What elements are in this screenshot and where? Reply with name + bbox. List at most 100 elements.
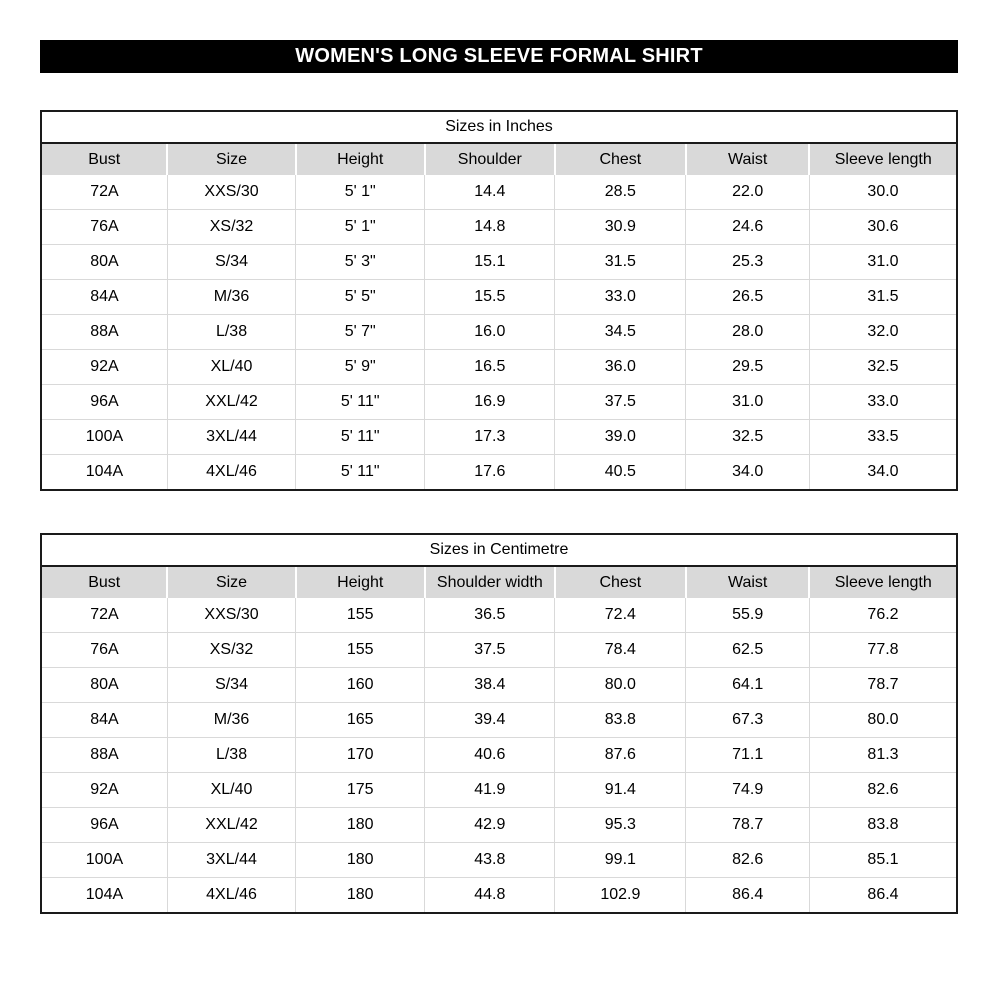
table-header-row: Bust Size Height Shoulder Chest Waist Sleeve l… bbox=[41, 143, 957, 175]
table-cell: 91.4 bbox=[554, 772, 686, 808]
table-row: 72A XXS/30 5' 1" 14.4 28.5 22.0 30.0 bbox=[41, 175, 957, 210]
table-cell: S/34 bbox=[166, 667, 296, 703]
table-cell: L/38 bbox=[166, 314, 296, 350]
table-cell: 175 bbox=[295, 772, 425, 808]
table-cell: 31.5 bbox=[808, 279, 957, 315]
table-cell: 34.0 bbox=[808, 454, 957, 490]
table-cell: 5' 5" bbox=[295, 279, 425, 315]
table-cell: 155 bbox=[295, 632, 425, 668]
table-row: 92A XL/40 175 41.9 91.4 74.9 82.6 bbox=[41, 772, 957, 808]
table-cell: 76A bbox=[41, 209, 168, 245]
table-cell: 155 bbox=[295, 598, 425, 633]
table-cell: 104A bbox=[41, 877, 168, 913]
column-header: Height bbox=[294, 566, 425, 598]
table-cell: 36.0 bbox=[554, 349, 686, 385]
table-cell: 5' 11" bbox=[295, 454, 425, 490]
table-cell: 38.4 bbox=[424, 667, 555, 703]
table-cell: 83.8 bbox=[808, 807, 957, 843]
table-cell: 37.5 bbox=[424, 632, 555, 668]
table-cell: 55.9 bbox=[685, 598, 810, 633]
column-header: Size bbox=[166, 566, 296, 598]
table-cell: 84A bbox=[41, 702, 168, 738]
table-cell: 100A bbox=[41, 419, 168, 455]
table-body: 72A XXS/30 5' 1" 14.4 28.5 22.0 30.0 76A XS/32 5'… bbox=[41, 175, 957, 490]
table-cell: 100A bbox=[41, 842, 168, 878]
table-cell: XL/40 bbox=[166, 772, 296, 808]
table-cell: 24.6 bbox=[685, 209, 810, 245]
table-cell: M/36 bbox=[166, 279, 296, 315]
table-cell: 22.0 bbox=[685, 175, 810, 210]
table-cell: 15.1 bbox=[424, 244, 555, 280]
table-cell: 4XL/46 bbox=[166, 454, 296, 490]
table-cell: 36.5 bbox=[424, 598, 555, 633]
table-cell: 33.0 bbox=[808, 384, 957, 420]
table-row: 76A XS/32 155 37.5 78.4 62.5 77.8 bbox=[41, 632, 957, 668]
table-cell: 165 bbox=[295, 702, 425, 738]
inches-size-table: Sizes in Inches Bust Size Height Shoulder Ch… bbox=[40, 110, 958, 491]
table-cell: 92A bbox=[41, 772, 168, 808]
table-cell: 15.5 bbox=[424, 279, 555, 315]
table-row: 96A XXL/42 180 42.9 95.3 78.7 83.8 bbox=[41, 807, 957, 843]
table-cell: 67.3 bbox=[685, 702, 810, 738]
table-row: 76A XS/32 5' 1" 14.8 30.9 24.6 30.6 bbox=[41, 209, 957, 245]
table-cell: 30.6 bbox=[808, 209, 957, 245]
table-cell: 28.5 bbox=[554, 175, 686, 210]
table-cell: 92A bbox=[41, 349, 168, 385]
column-header: Chest bbox=[553, 566, 686, 598]
table-cell: 104A bbox=[41, 454, 168, 490]
table-cell: XXL/42 bbox=[166, 384, 296, 420]
table-cell: 77.8 bbox=[808, 632, 957, 668]
table-cell: 5' 1" bbox=[295, 209, 425, 245]
table-cell: 76.2 bbox=[808, 598, 957, 633]
table-row: 96A XXL/42 5' 11" 16.9 37.5 31.0 33.0 bbox=[41, 384, 957, 420]
table-cell: 33.5 bbox=[808, 419, 957, 455]
table-cell: 78.4 bbox=[554, 632, 686, 668]
page-title: WOMEN'S LONG SLEEVE FORMAL SHIRT bbox=[295, 45, 703, 67]
table-cell: 84A bbox=[41, 279, 168, 315]
table-cell: 180 bbox=[295, 807, 425, 843]
table-row: 72A XXS/30 155 36.5 72.4 55.9 76.2 bbox=[41, 598, 957, 633]
table-cell: 5' 11" bbox=[295, 419, 425, 455]
table-cell: 78.7 bbox=[808, 667, 957, 703]
table-cell: XS/32 bbox=[166, 632, 296, 668]
column-header: Waist bbox=[684, 566, 810, 598]
centimetre-size-table: Sizes in Centimetre Bust Size Height Should… bbox=[40, 533, 958, 914]
column-header: Height bbox=[294, 143, 425, 175]
table-cell: 80A bbox=[41, 244, 168, 280]
table-cell: 80A bbox=[41, 667, 168, 703]
table-cell: 88A bbox=[41, 737, 168, 773]
table-cell: 30.9 bbox=[554, 209, 686, 245]
table-row: 100A 3XL/44 180 43.8 99.1 82.6 85.1 bbox=[41, 842, 957, 878]
table-cell: XXS/30 bbox=[166, 175, 296, 210]
table-cell: 81.3 bbox=[808, 737, 957, 773]
table-row: 100A 3XL/44 5' 11" 17.3 39.0 32.5 33.5 bbox=[41, 419, 957, 455]
table-cell: 72.4 bbox=[554, 598, 686, 633]
table-cell: 3XL/44 bbox=[166, 419, 296, 455]
table-row: 88A L/38 170 40.6 87.6 71.1 81.3 bbox=[41, 737, 957, 773]
table-cell: 4XL/46 bbox=[166, 877, 296, 913]
table-cell: 85.1 bbox=[808, 842, 957, 878]
table-cell: 32.5 bbox=[685, 419, 810, 455]
table-cell: 41.9 bbox=[424, 772, 555, 808]
table-row: 84A M/36 165 39.4 83.8 67.3 80.0 bbox=[41, 702, 957, 738]
table-cell: 62.5 bbox=[685, 632, 810, 668]
table-cell: 39.0 bbox=[554, 419, 686, 455]
table-cell: 34.5 bbox=[554, 314, 686, 350]
table-cell: XXS/30 bbox=[166, 598, 296, 633]
table-cell: 87.6 bbox=[554, 737, 686, 773]
table-cell: 32.5 bbox=[808, 349, 957, 385]
table-cell: 180 bbox=[295, 842, 425, 878]
table-cell: 16.5 bbox=[424, 349, 555, 385]
table-cell: 71.1 bbox=[685, 737, 810, 773]
table-cell: 44.8 bbox=[424, 877, 555, 913]
table-cell: XXL/42 bbox=[166, 807, 296, 843]
product-title-banner: WOMEN'S LONG SLEEVE FORMAL SHIRT bbox=[40, 40, 958, 73]
table-cell: 82.6 bbox=[808, 772, 957, 808]
table-cell: 14.4 bbox=[424, 175, 555, 210]
table-cell: 74.9 bbox=[685, 772, 810, 808]
table-cell: L/38 bbox=[166, 737, 296, 773]
table-row: 80A S/34 160 38.4 80.0 64.1 78.7 bbox=[41, 667, 957, 703]
table-cell: 31.0 bbox=[808, 244, 957, 280]
table-cell: 82.6 bbox=[685, 842, 810, 878]
table-title-row: Sizes in Centimetre bbox=[41, 534, 957, 567]
